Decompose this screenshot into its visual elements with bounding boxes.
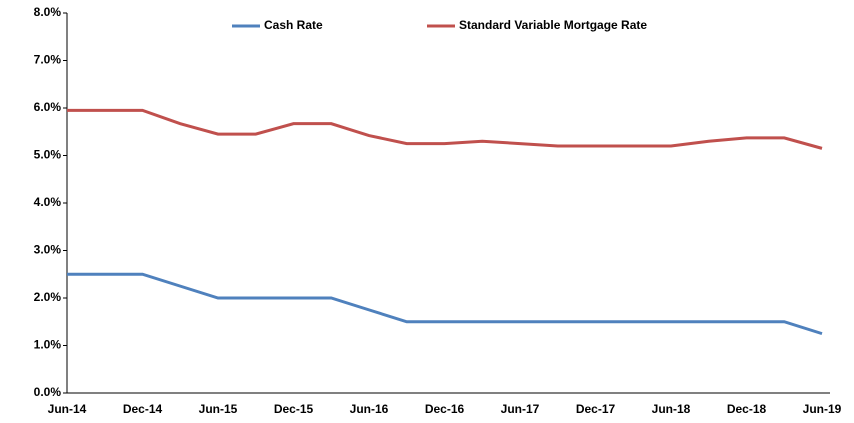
y-tick-label: 8.0%	[34, 5, 62, 19]
x-tick-label: Jun-18	[652, 402, 691, 416]
y-tick-label: 2.0%	[34, 290, 62, 304]
y-tick-label: 0.0%	[34, 385, 62, 399]
x-tick-label: Jun-19	[803, 402, 842, 416]
x-tick-label: Dec-15	[274, 402, 314, 416]
line	[67, 108, 823, 150]
y-tick-label: 1.0%	[34, 338, 62, 352]
x-tick-label: Jun-17	[501, 402, 540, 416]
y-tick-label: 3.0%	[34, 243, 62, 257]
y-tick-label: 5.0%	[34, 148, 62, 162]
x-tick-label: Dec-17	[576, 402, 616, 416]
y-tick-label: 7.0%	[34, 53, 62, 67]
y-tick-label: 6.0%	[34, 100, 62, 114]
x-tick-label: Jun-15	[199, 402, 238, 416]
x-tick-label: Jun-16	[350, 402, 389, 416]
x-tick-label: Dec-14	[123, 402, 163, 416]
x-tick-label: Dec-16	[425, 402, 465, 416]
x-tick-label: Jun-14	[48, 402, 87, 416]
line	[67, 272, 823, 336]
x-tick-label: Dec-18	[727, 402, 767, 416]
y-tick-label: 4.0%	[34, 195, 62, 209]
legend-label: Cash Rate	[264, 18, 323, 32]
legend-label: Standard Variable Mortgage Rate	[459, 18, 647, 32]
